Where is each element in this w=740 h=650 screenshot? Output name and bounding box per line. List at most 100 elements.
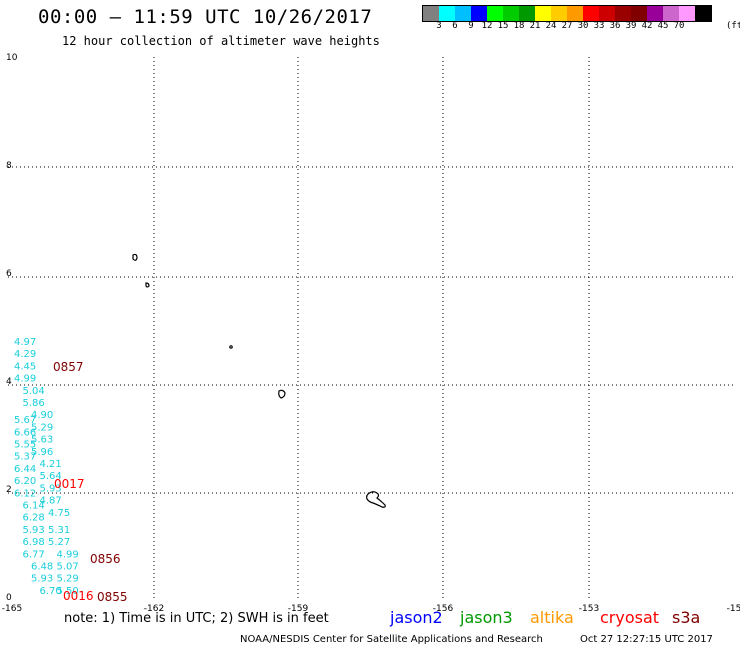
legend-swatch	[567, 6, 583, 21]
legend-swatch	[679, 6, 695, 21]
pass-time-label: 0855	[97, 590, 128, 604]
legend-unit: (ft)	[726, 21, 740, 31]
y-tick-label: 0	[6, 593, 12, 603]
island-coast	[278, 389, 286, 399]
y-tick-label: 6	[6, 269, 12, 279]
wave-height-value: 4.99	[57, 549, 79, 560]
color-scale-legend	[422, 5, 712, 22]
y-tick-label: 8	[6, 161, 12, 171]
wave-height-value: 4.97	[14, 337, 36, 348]
legend-swatch	[503, 6, 519, 21]
satellite-name-s3a: s3a	[672, 608, 701, 627]
x-tick-label: -162	[144, 604, 164, 614]
legend-label: 45	[657, 21, 669, 31]
wave-height-value: 5.63	[31, 435, 53, 446]
legend-swatch	[663, 6, 679, 21]
wave-height-value: 6.28	[23, 513, 45, 524]
wave-height-value: 4.21	[40, 459, 62, 470]
wave-height-value: 5.55	[14, 439, 36, 450]
legend-swatch	[471, 6, 487, 21]
legend-swatch	[695, 6, 711, 21]
wave-height-value: 6.70	[40, 586, 62, 597]
wave-height-value: 5.29	[57, 574, 79, 585]
wave-height-value: 5.93	[23, 525, 45, 536]
credit-line: NOAA/NESDIS Center for Satellite Applica…	[240, 634, 543, 645]
y-tick-label: 2	[6, 485, 12, 495]
satellite-name-jason2: jason2	[390, 608, 443, 627]
legend-label: 70	[673, 21, 685, 31]
legend-label: 24	[545, 21, 557, 31]
x-tick-label: -156	[433, 604, 454, 614]
legend-label: 21	[529, 21, 541, 31]
wave-height-value: 6.44	[14, 464, 36, 475]
wave-height-value: 4.75	[48, 508, 70, 519]
wave-height-value: 5.64	[40, 471, 62, 482]
legend-swatch	[599, 6, 615, 21]
satellite-name-jason3: jason3	[460, 608, 513, 627]
y-tick-label: 10	[6, 53, 18, 63]
footer-note: note: 1) Time is in UTC; 2) SWH is in fe…	[64, 611, 329, 626]
map-grid	[8, 57, 734, 598]
wave-height-value: 4.29	[14, 349, 36, 360]
wave-height-value: 5.27	[48, 537, 70, 548]
island-coast	[229, 345, 233, 349]
pass-time-label: 0016	[63, 589, 94, 603]
legend-swatch	[487, 6, 503, 21]
wave-height-value: 5.37	[14, 452, 36, 463]
y-tick-label: 4	[6, 377, 12, 387]
wave-height-value: 6.14	[23, 500, 45, 511]
legend-swatch	[535, 6, 551, 21]
legend-swatch	[439, 6, 455, 21]
island-coast	[366, 491, 386, 508]
satellite-name-cryosat: cryosat	[600, 608, 660, 627]
legend-label: 6	[452, 21, 458, 31]
wave-height-value: 6.12	[14, 488, 36, 499]
legend-swatch	[519, 6, 535, 21]
legend-label: 3	[436, 21, 442, 31]
legend-swatch	[631, 6, 647, 21]
wave-height-value: 6.98	[23, 537, 45, 548]
wave-height-value: 5.86	[23, 398, 45, 409]
pass-time-label: 0856	[90, 552, 121, 566]
legend-swatch	[423, 6, 439, 21]
page-title: 00:00 – 11:59 UTC 10/26/2017	[38, 6, 373, 28]
wave-height-value: 4.87	[40, 496, 62, 507]
wave-height-value: 5.29	[31, 422, 53, 433]
wave-height-value: 5.31	[48, 525, 70, 536]
legend-label: 33	[593, 21, 605, 31]
wave-height-value: 4.90	[31, 410, 53, 421]
legend-swatch	[647, 6, 663, 21]
wave-height-value: 6.66	[14, 427, 36, 438]
wave-height-value: 4.99	[14, 374, 36, 385]
legend-label: 27	[561, 21, 573, 31]
wave-height-value: 6.48	[31, 561, 53, 572]
wave-height-value: 5.50	[57, 586, 79, 597]
legend-label: 18	[513, 21, 525, 31]
satellite-name-altika: altika	[530, 608, 574, 627]
pass-time-labels: 0857 0017 0856 0016 0855	[53, 360, 128, 604]
legend-swatch	[455, 6, 471, 21]
pass-time-label: 0857	[53, 360, 84, 374]
wave-height-value: 6.77	[23, 549, 45, 560]
wave-height-labels: 4.974.294.454.995.045.864.905.675.296.66…	[14, 337, 79, 597]
x-tick-label: -153	[579, 604, 599, 614]
legend-label: 36	[609, 21, 621, 31]
legend-label: 39	[625, 21, 637, 31]
legend-label: 30	[577, 21, 589, 31]
legend-label: 15	[497, 21, 509, 31]
x-tick-label: -15	[727, 604, 740, 614]
generation-timestamp: Oct 27 12:27:15 UTC 2017	[580, 634, 713, 645]
legend-label: 42	[641, 21, 653, 31]
wave-height-value: 5.04	[23, 386, 45, 397]
pass-time-label: 0017	[54, 477, 85, 491]
wave-height-value: 5.96	[31, 447, 53, 458]
wave-height-value: 5.93	[40, 483, 62, 494]
island-coast	[145, 282, 150, 288]
island-coast	[132, 253, 138, 261]
wave-height-value: 5.67	[14, 415, 36, 426]
wave-height-value: 5.07	[57, 561, 79, 572]
wave-height-value: 5.93	[31, 574, 53, 585]
legend-swatch	[615, 6, 631, 21]
axis-ticks: -165 -162 -159 -156 -153 -15 0 2 4 6 8 10	[2, 53, 740, 614]
